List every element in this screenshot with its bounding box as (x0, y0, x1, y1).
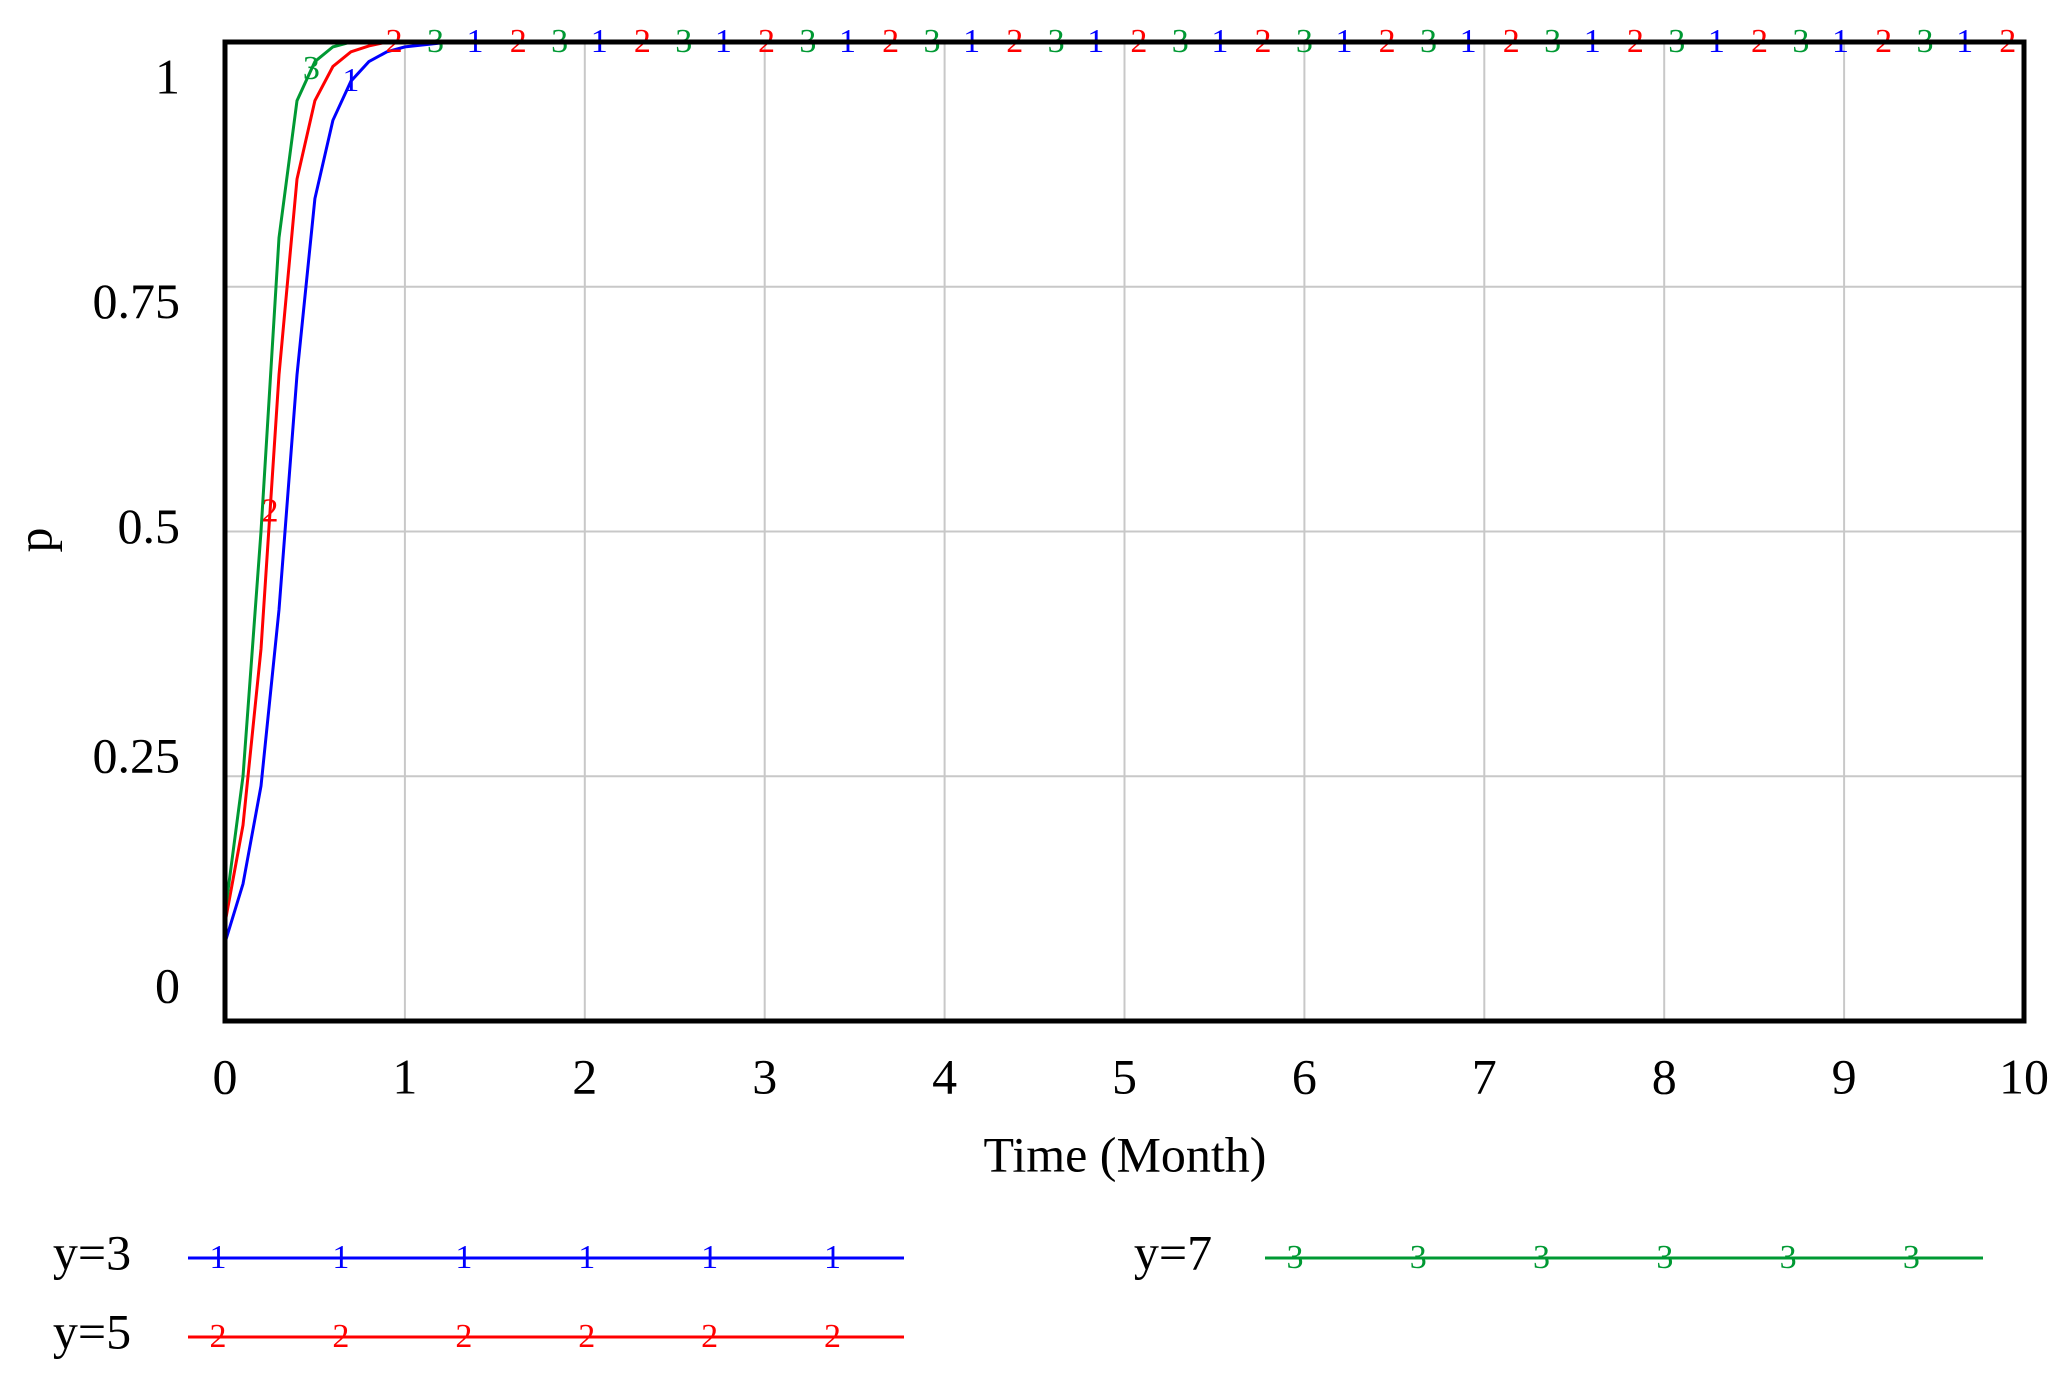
legend-marker: 2 (332, 1318, 349, 1355)
legend-marker: 3 (1656, 1239, 1673, 1276)
y-axis-title: p (6, 528, 62, 553)
x-tick-label: 2 (572, 1048, 597, 1104)
series-marker: 2 (261, 493, 278, 530)
legend-marker: 2 (701, 1318, 718, 1355)
plot-border (222, 39, 2027, 1024)
series-marker: 1 (342, 62, 359, 99)
x-tick-label: 0 (213, 1048, 238, 1104)
y-tick-label: 0 (155, 957, 180, 1013)
x-axis-title: Time (Month) (984, 1126, 1267, 1182)
x-tick-label: 4 (932, 1048, 957, 1104)
x-tick-label: 3 (752, 1048, 777, 1104)
y-tick-label: 0.5 (118, 498, 181, 554)
legend-marker: 1 (210, 1239, 227, 1276)
legend-marker: 1 (701, 1239, 718, 1276)
x-tick-label: 8 (1652, 1048, 1677, 1104)
legend-marker: 1 (824, 1239, 841, 1276)
x-tick-label: 5 (1112, 1048, 1137, 1104)
legend-label: y=5 (53, 1303, 131, 1359)
legend-marker: 2 (455, 1318, 472, 1355)
x-tick-label: 6 (1292, 1048, 1317, 1104)
x-tick-label: 10 (1999, 1048, 2049, 1104)
y-tick-label: 1 (155, 48, 180, 104)
legend-label: y=7 (1134, 1224, 1212, 1280)
legend-marker: 1 (455, 1239, 472, 1276)
legend-marker: 3 (1410, 1239, 1427, 1276)
legend-marker: 2 (578, 1318, 595, 1355)
legend-marker: 1 (332, 1239, 349, 1276)
legend-marker: 3 (1533, 1239, 1550, 1276)
y-tick-label: 0.75 (93, 273, 181, 329)
legend-label: y=3 (53, 1224, 131, 1280)
legend-marker: 3 (1903, 1239, 1920, 1276)
legend-marker: 2 (824, 1318, 841, 1355)
x-tick-label: 7 (1472, 1048, 1497, 1104)
legend-marker: 1 (578, 1239, 595, 1276)
x-tick-label: 1 (392, 1048, 417, 1104)
series-marker: 3 (303, 50, 320, 87)
y-tick-label: 0.25 (93, 728, 181, 784)
x-tick-label: 9 (1832, 1048, 1857, 1104)
legend-marker: 3 (1287, 1239, 1304, 1276)
legend-marker: 3 (1780, 1239, 1797, 1276)
legend-marker: 2 (210, 1318, 227, 1355)
